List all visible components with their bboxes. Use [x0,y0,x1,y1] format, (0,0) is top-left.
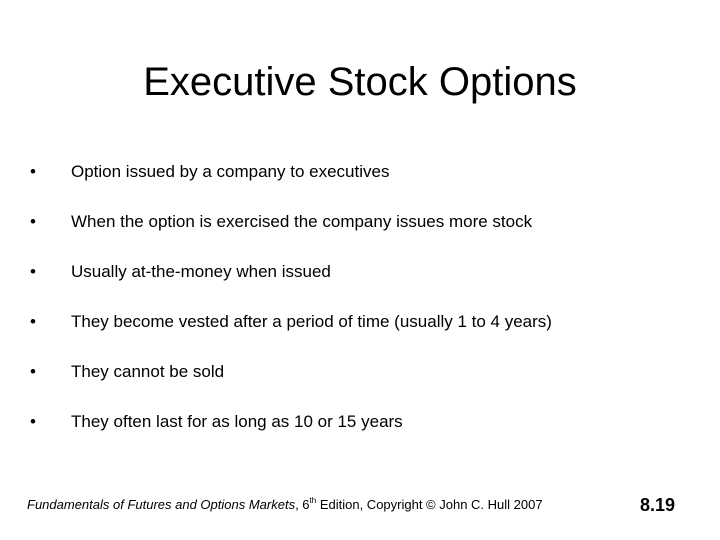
bullet-icon: • [30,162,36,181]
bullet-icon: • [30,212,36,231]
bullet-icon: • [30,412,36,431]
bullet-list: • Option issued by a company to executive… [30,160,552,460]
bullet-icon: • [30,262,36,281]
bullet-item: • Option issued by a company to executive… [30,160,552,210]
bullet-item: • Usually at-the-money when issued [30,260,552,310]
bullet-icon: • [30,362,36,381]
bullet-item: • They cannot be sold [30,360,552,410]
bullet-item: • They often last for as long as 10 or 15… [30,410,552,460]
slide-title: Executive Stock Options [143,60,577,104]
bullet-item: • They become vested after a period of ti… [30,310,552,360]
page-number: 8.19 [640,495,676,515]
footer-citation: Fundamentals of Futures and Options Mark… [27,496,543,512]
bullet-icon: • [30,312,36,331]
bullet-item: • When the option is exercised the compan… [30,210,552,260]
